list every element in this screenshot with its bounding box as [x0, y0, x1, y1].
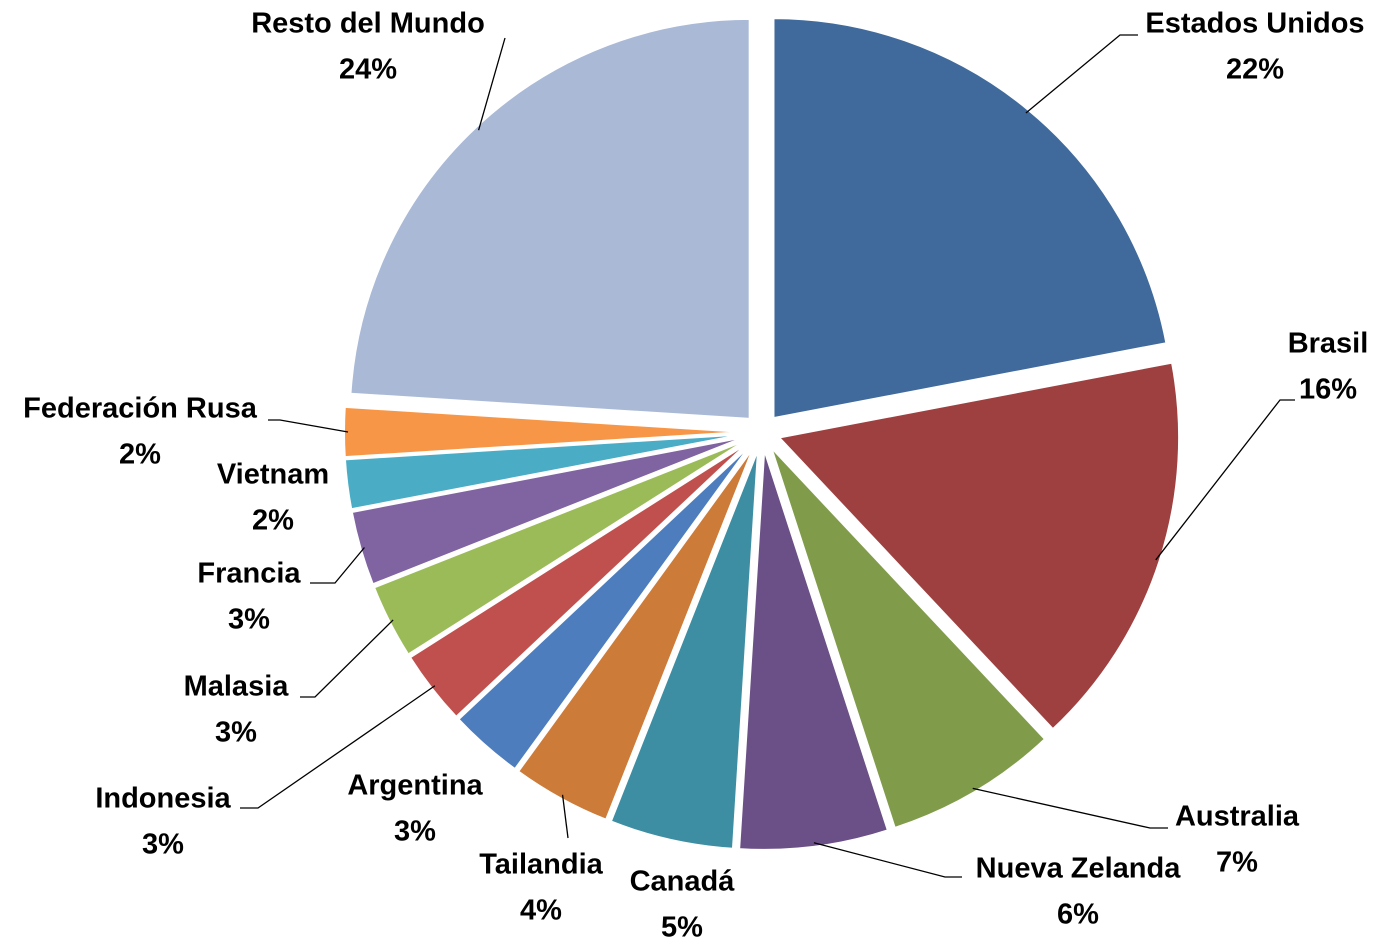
data-label-name: Federación Rusa: [23, 393, 258, 425]
leader-line: [1025, 34, 1138, 114]
data-label-name: Brasil: [1288, 328, 1369, 360]
data-label-name: Canadá: [630, 866, 736, 898]
pie-slice: [350, 436, 746, 586]
leader-line: [813, 842, 962, 878]
pie-slice: [343, 433, 745, 511]
pie-slice: [777, 361, 1181, 731]
data-label-value: 2%: [252, 505, 294, 537]
data-label-name: Indonesia: [95, 783, 231, 815]
data-label-name: Resto del Mundo: [251, 8, 485, 40]
data-label-value: 3%: [394, 816, 436, 848]
pie-slice: [516, 447, 755, 821]
data-label-value: 24%: [339, 54, 397, 86]
data-label-name: Malasia: [184, 671, 290, 703]
data-label-value: 6%: [1057, 899, 1099, 931]
leader-line: [240, 685, 436, 809]
data-label-value: 5%: [661, 912, 703, 941]
leader-line: [310, 547, 365, 584]
data-label-name: Francia: [197, 558, 301, 590]
data-label-value: 7%: [1216, 847, 1258, 879]
pie-slice: [770, 446, 1047, 830]
pie-slice: [349, 17, 751, 420]
data-label-value: 4%: [520, 895, 562, 927]
data-label-value: 22%: [1226, 54, 1284, 86]
pie-slice: [457, 444, 751, 771]
data-label-name: Vietnam: [217, 459, 329, 491]
leader-line: [268, 419, 349, 433]
leader-line: [300, 619, 394, 698]
pie-slice: [772, 17, 1168, 420]
pie-slice: [609, 449, 760, 850]
data-label-name: Tailandia: [479, 849, 603, 881]
pie-slice: [372, 439, 747, 656]
leader-line: [1155, 399, 1295, 561]
leader-line: [972, 787, 1168, 829]
data-label-value: 3%: [215, 717, 257, 749]
data-label-name: Australia: [1175, 801, 1300, 833]
leader-line: [561, 794, 569, 839]
data-label-value: 2%: [119, 439, 161, 471]
data-label-value: 3%: [228, 604, 270, 636]
pie-slice: [738, 449, 890, 851]
data-label-name: Argentina: [347, 770, 483, 802]
leader-line: [477, 37, 506, 131]
data-label-name: Estados Unidos: [1145, 8, 1364, 40]
data-label-name: Nueva Zelanda: [976, 853, 1182, 885]
data-label-value: 3%: [142, 829, 184, 861]
pie-slice: [342, 405, 745, 459]
data-label-value: 16%: [1299, 374, 1357, 406]
